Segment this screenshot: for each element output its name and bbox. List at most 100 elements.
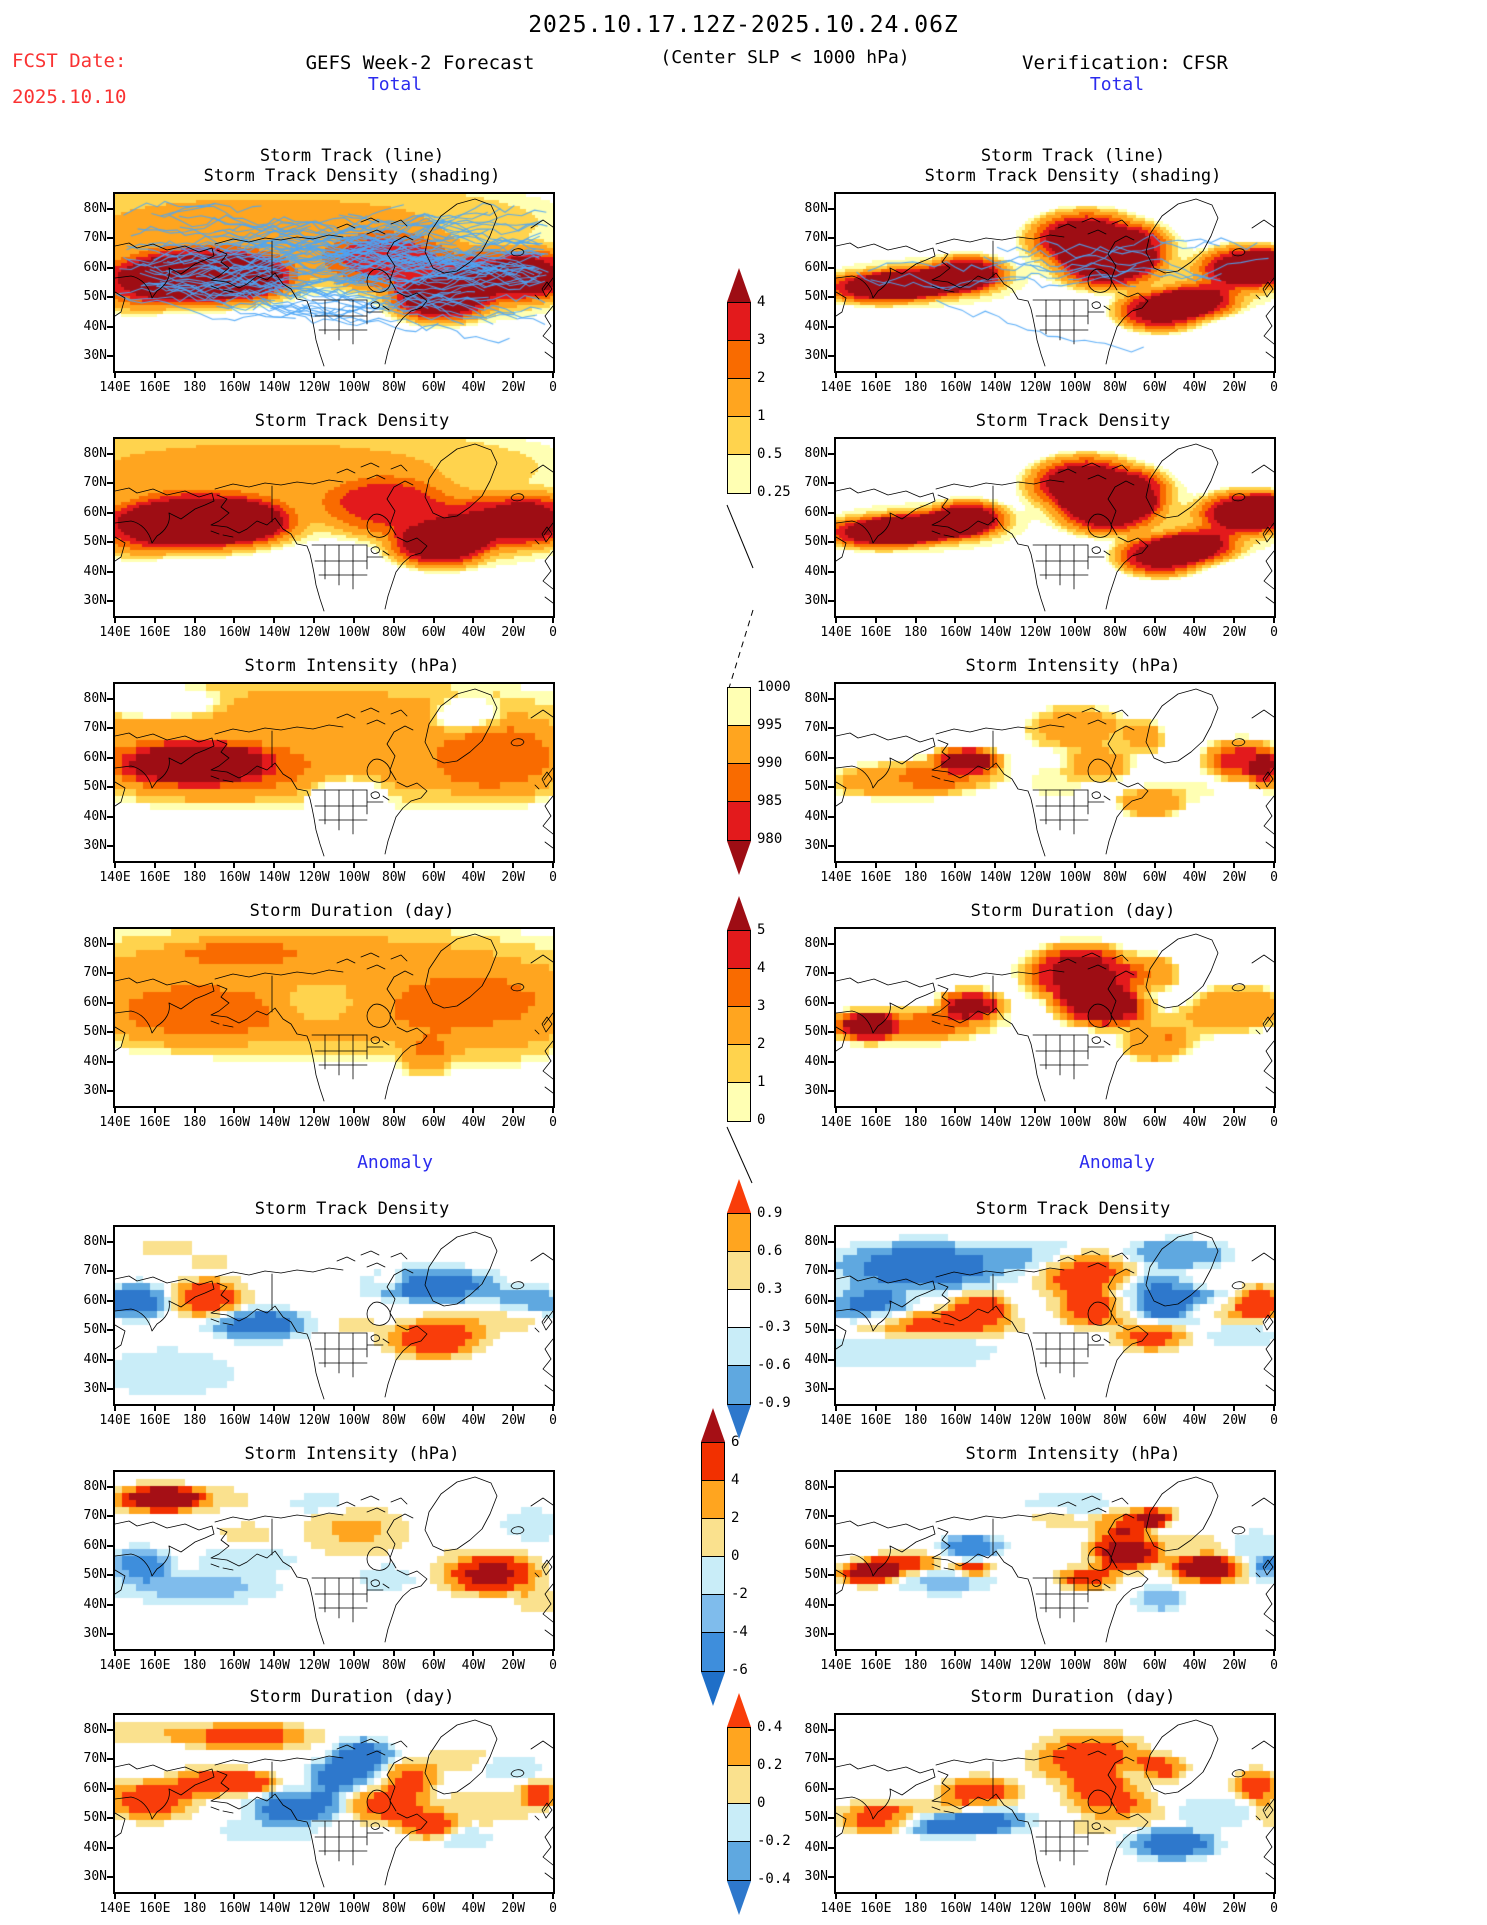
lon-tick-label: 40W — [461, 1413, 486, 1428]
lon-tick-mark — [114, 618, 116, 623]
lon-tick-label: 40W — [1182, 1658, 1207, 1673]
lon-tick-mark — [392, 618, 395, 623]
lon-tick-mark — [472, 1406, 475, 1411]
lon-tick-label: 40W — [461, 1901, 486, 1916]
map-cfsr-intensity-anomaly — [834, 1470, 1276, 1651]
lon-tick-mark — [835, 618, 837, 623]
coastline-overlay — [836, 1476, 1274, 1645]
lon-tick-label: 180 — [903, 1115, 928, 1130]
lat-tick-mark — [828, 452, 834, 455]
lat-tick-label: 40N — [804, 563, 828, 579]
lon-tick-mark — [233, 1406, 236, 1411]
lon-tick-mark — [193, 863, 196, 868]
map-cfsr-duration-anomaly — [834, 1713, 1276, 1894]
lon-tick-label: 160E — [860, 1413, 892, 1428]
lat-tick-mark — [107, 1485, 113, 1488]
lat-tick-label: 50N — [804, 779, 828, 795]
lat-tick-label: 70N — [83, 1508, 107, 1524]
colorbar-tick-label: 3 — [757, 332, 766, 348]
lon-tick-mark — [1233, 1108, 1236, 1113]
lat-tick-mark — [107, 325, 113, 328]
lat-tick-label: 80N — [804, 690, 828, 706]
lat-tick-label: 30N — [83, 593, 107, 609]
colorbar-tick-label: 0.9 — [757, 1205, 783, 1221]
colorbar-tick-label: 2 — [731, 1510, 740, 1526]
lat-tick-label: 60N — [804, 1292, 828, 1308]
lon-tick-label: 180 — [182, 870, 207, 885]
lon-tick-mark — [1073, 1651, 1076, 1656]
lon-tick-label: 120W — [1019, 380, 1051, 395]
lat-tick-label: 70N — [804, 965, 828, 981]
lon-tick-mark — [1153, 1108, 1156, 1113]
lat-tick-mark — [107, 972, 113, 975]
lon-tick-label: 60W — [421, 870, 446, 885]
lon-tick-mark — [512, 618, 515, 623]
lon-tick-label: 120W — [1019, 1901, 1051, 1916]
lon-tick-mark — [114, 1406, 116, 1411]
lon-tick-mark — [512, 373, 515, 378]
lon-tick-mark — [273, 618, 276, 623]
lat-tick-label: 50N — [83, 289, 107, 305]
lon-tick-mark — [1273, 863, 1275, 868]
lon-tick-mark — [1193, 1894, 1196, 1899]
lon-tick-label: 100W — [1059, 1413, 1091, 1428]
map-cfsr-duration-total — [834, 927, 1276, 1108]
field-canvas-cfsr-track-line-density — [836, 194, 1274, 371]
lon-tick-mark — [994, 1406, 997, 1411]
lon-tick-label: 140W — [258, 1413, 290, 1428]
lon-tick-label: 80W — [381, 380, 406, 395]
lat-tick-mark — [828, 1060, 834, 1063]
lon-tick-label: 160E — [139, 1413, 171, 1428]
lon-tick-label: 180 — [903, 1658, 928, 1673]
lon-tick-mark — [874, 1406, 877, 1411]
panel-title: Storm Track Density — [254, 1199, 450, 1219]
lat-tick-mark — [107, 845, 113, 848]
lon-tick-mark — [1073, 1894, 1076, 1899]
lat-tick-mark — [828, 1515, 834, 1518]
coastline-overlay — [115, 1231, 553, 1400]
lat-tick-label: 70N — [83, 720, 107, 736]
lon-tick-mark — [874, 1108, 877, 1113]
lon-tick-label: 80W — [1102, 1115, 1127, 1130]
lon-tick-label: 160W — [939, 1901, 972, 1916]
lon-tick-label: 160E — [860, 1901, 892, 1916]
lon-tick-label: 0 — [549, 1901, 557, 1916]
lon-tick-label: 120W — [298, 1413, 330, 1428]
lon-tick-mark — [1273, 1651, 1275, 1656]
lon-tick-mark — [193, 618, 196, 623]
lon-tick-mark — [313, 1406, 316, 1411]
lon-tick-label: 140E — [820, 1658, 852, 1673]
lon-tick-label: 20W — [1222, 1413, 1246, 1428]
lat-tick-mark — [107, 1031, 113, 1034]
lat-tick-mark — [107, 1603, 113, 1606]
lat-tick-mark — [828, 355, 834, 358]
section-anomaly-right: Anomaly — [1079, 1152, 1155, 1173]
lat-tick-label: 60N — [804, 749, 828, 765]
lon-tick-mark — [1034, 1108, 1037, 1113]
lon-tick-label: 120W — [298, 625, 330, 640]
lat-tick-label: 50N — [804, 289, 828, 305]
lon-tick-label: 60W — [421, 1115, 446, 1130]
lat-tick-mark — [107, 1817, 113, 1820]
panel-title: Storm Duration (day) — [249, 1687, 455, 1707]
coastline-overlay — [115, 1719, 553, 1888]
lon-tick-label: 140E — [820, 1413, 852, 1428]
lat-tick-label: 70N — [804, 230, 828, 246]
lon-tick-label: 160E — [139, 1901, 171, 1916]
field-canvas-gefs-intensity-total — [115, 684, 553, 861]
lon-tick-mark — [153, 1651, 156, 1656]
lat-tick-mark — [828, 756, 834, 759]
lon-tick-mark — [114, 863, 116, 868]
lon-tick-label: 100W — [338, 1413, 370, 1428]
lon-tick-mark — [835, 1894, 837, 1899]
lat-tick-mark — [107, 237, 113, 240]
colorbar-box — [727, 340, 751, 380]
lon-tick-label: 80W — [381, 625, 406, 640]
panel-title: Storm Track (line) — [980, 146, 1166, 166]
lon-tick-mark — [1153, 1894, 1156, 1899]
lon-tick-mark — [1273, 1894, 1275, 1899]
lon-tick-label: 80W — [381, 1901, 406, 1916]
field-canvas-cfsr-intensity-anomaly — [836, 1472, 1274, 1649]
lon-tick-mark — [1233, 618, 1236, 623]
